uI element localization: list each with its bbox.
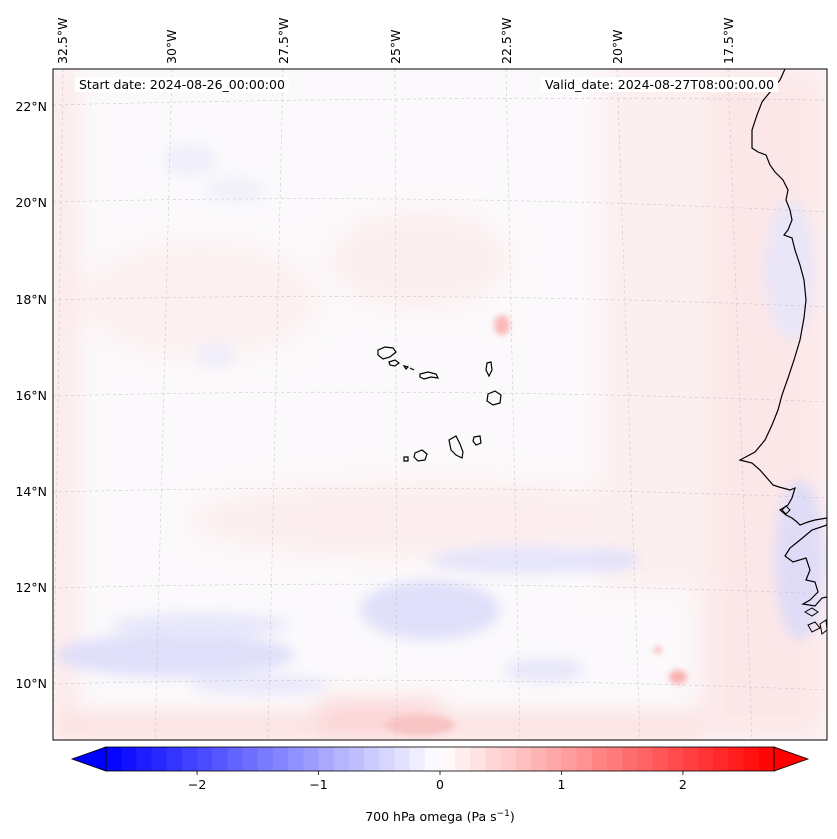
colorbar-level — [136, 747, 153, 771]
africa-coastline — [738, 69, 827, 526]
island-santo-antao — [377, 346, 397, 360]
colorbar-level — [455, 747, 471, 771]
colorbar-level — [743, 747, 760, 771]
lat-label-10n: 10°N — [15, 676, 47, 691]
colorbar-levels — [106, 747, 775, 771]
colorbar-level — [637, 747, 654, 771]
colorbar-tick-label: −2 — [188, 777, 206, 792]
lon-label-32.5w: 32.5°W — [55, 18, 70, 64]
colorbar: −2 −1 0 1 2 700 hPa omega (Pa s−1) — [70, 746, 810, 824]
valid-date-label: Valid_date: 2024-08-27T08:00:00.00 — [541, 77, 779, 92]
colorbar-level — [181, 747, 198, 771]
colorbar-tick-label: 2 — [679, 777, 687, 792]
colorbar-level — [561, 747, 578, 771]
colorbar-extend-low — [70, 746, 107, 772]
colorbar-level — [333, 747, 350, 771]
island-sao-nicolau — [409, 367, 440, 380]
colorbar-level — [151, 747, 168, 771]
colorbar-level — [197, 747, 213, 771]
colorbar-level — [424, 747, 441, 771]
colorbar-level — [379, 747, 395, 771]
colorbar-level — [212, 747, 228, 771]
colorbar-level — [257, 747, 274, 771]
colorbar-label: 700 hPa omega (Pa s−1) — [365, 809, 515, 824]
lon-label-22.5w: 22.5°W — [499, 18, 514, 64]
colorbar-level — [546, 747, 562, 771]
valid-date-text: Valid_date: 2024-08-27T08:00:00.00 — [545, 77, 775, 92]
lat-label-16n: 16°N — [15, 388, 47, 403]
colorbar-ticks: −2 −1 0 1 2 — [188, 771, 687, 792]
lat-label-12n: 12°N — [15, 580, 47, 595]
colorbar-level — [364, 747, 380, 771]
colorbar-level — [667, 747, 684, 771]
colorbar-level — [682, 747, 699, 771]
start-date-label: Start date: 2024-08-26_00:00:00 — [75, 77, 289, 92]
island-sao-vicente — [388, 359, 400, 367]
latitude-labels: 22°N 20°N 18°N 16°N 14°N 12°N 10°N — [15, 99, 47, 691]
colorbar-level — [607, 747, 623, 771]
colorbar-tick-label: 1 — [557, 777, 565, 792]
colorbar-level — [531, 747, 547, 771]
colorbar-level — [470, 747, 487, 771]
lon-label-17.5w: 17.5°W — [721, 18, 736, 64]
lat-label-22n: 22°N — [15, 99, 47, 114]
lon-label-25w: 25°W — [388, 29, 403, 64]
island-maio — [472, 435, 482, 446]
colorbar-level — [106, 747, 122, 771]
colorbar-extend-high — [773, 746, 810, 772]
cape-verde-islands — [377, 346, 502, 462]
colorbar-tick-label: 0 — [436, 777, 444, 792]
island-santa-luzia — [402, 365, 410, 370]
colorbar-level — [242, 747, 259, 771]
lat-label-20n: 20°N — [15, 195, 47, 210]
lon-label-30w: 30°W — [164, 29, 179, 64]
colorbar-level — [409, 747, 426, 771]
colorbar-level — [348, 747, 365, 771]
omega-field — [53, 69, 827, 740]
colorbar-level — [500, 747, 517, 771]
colorbar-level — [758, 747, 775, 771]
colorbar-tick-label: −1 — [309, 777, 327, 792]
colorbar-level — [303, 747, 320, 771]
africa-coastline-south — [784, 518, 827, 607]
longitude-labels: 32.5°W 30°W 27.5°W 25°W 22.5°W 20°W 17.5… — [55, 18, 736, 64]
lat-label-18n: 18°N — [15, 292, 47, 307]
lon-label-27.5w: 27.5°W — [276, 18, 291, 64]
map-panel — [53, 69, 827, 740]
colorbar-level — [698, 747, 714, 771]
colorbar-level — [515, 747, 532, 771]
bissagos-islands — [781, 505, 827, 635]
gridlines — [53, 69, 827, 740]
start-date-text: Start date: 2024-08-26_00:00:00 — [79, 77, 285, 92]
island-brava — [403, 456, 409, 462]
colorbar-level — [713, 747, 729, 771]
colorbar-level — [318, 747, 335, 771]
colorbar-level — [273, 747, 289, 771]
colorbar-level — [591, 747, 608, 771]
map-frame — [52, 68, 828, 741]
colorbar-level — [652, 747, 669, 771]
colorbar-level — [166, 747, 183, 771]
lat-label-14n: 14°N — [15, 484, 47, 499]
colorbar-level — [440, 747, 456, 771]
lon-label-20w: 20°W — [610, 29, 625, 64]
colorbar-level — [121, 747, 137, 771]
island-fogo — [413, 449, 428, 462]
colorbar-level — [728, 747, 745, 771]
colorbar-level — [485, 747, 502, 771]
island-sal — [485, 361, 493, 378]
island-santiago — [448, 435, 464, 459]
colorbar-level — [227, 747, 244, 771]
colorbar-level — [394, 747, 411, 771]
island-boa-vista — [486, 390, 502, 406]
colorbar-level — [622, 747, 638, 771]
colorbar-level — [576, 747, 593, 771]
colorbar-level — [288, 747, 304, 771]
